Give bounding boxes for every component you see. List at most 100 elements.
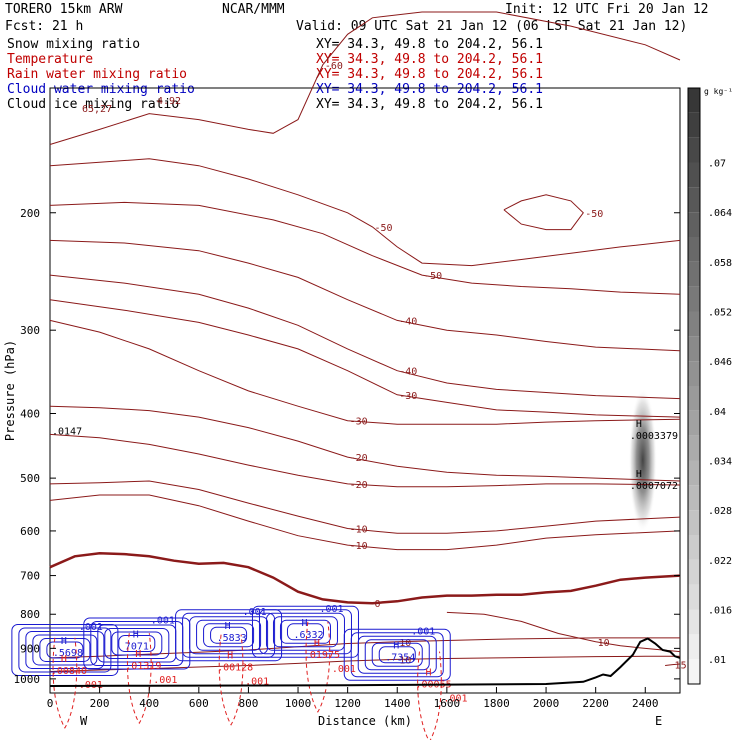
colorbar-segment <box>688 485 700 511</box>
temperature-contour-label: -50 <box>374 223 392 234</box>
x-tick-label: 2000 <box>533 697 560 710</box>
x-tick-label: 1000 <box>285 697 312 710</box>
cloud-water-contour <box>196 619 262 651</box>
x-tick-label: 1400 <box>384 697 411 710</box>
colorbar-segment <box>688 112 700 138</box>
west-label: W <box>80 714 88 728</box>
cloud-water-max-value: 7071 <box>125 641 149 652</box>
colorbar-frame <box>687 87 701 685</box>
temperature-contour <box>49 637 680 659</box>
cloud-water-contour <box>118 634 156 652</box>
cloud-water-contour <box>11 623 119 676</box>
y-tick-label: 900 <box>20 642 40 655</box>
colorbar-segment <box>688 659 700 684</box>
colorbar-segment <box>688 634 700 660</box>
temperature-contour-label: -30 <box>399 391 417 402</box>
colorbar-segment <box>688 286 700 312</box>
cloud-water-contour <box>258 609 352 655</box>
plot-frame <box>49 87 681 694</box>
plot-area: -60 -50 -50 -50 -40 -40 -30 -30 -20 -20 -10 -10 0 10 1… <box>3 11 687 740</box>
temperature-contour-label: -10 <box>350 541 368 552</box>
snow-shading <box>628 388 657 533</box>
field-label: Temperature <box>7 52 93 67</box>
y-tick-label: 300 <box>20 324 40 337</box>
rain-water-max-value: .00128 <box>217 663 253 674</box>
snow-max-value: .0003379 <box>630 431 678 442</box>
rain-water-contour-label: .001 <box>245 677 269 688</box>
colorbar-segment <box>688 559 700 585</box>
left-edge-value: .0147 <box>52 426 82 437</box>
y-tick-label: 500 <box>20 472 40 485</box>
colorbar-segment <box>688 212 700 237</box>
field-label: Cloud water mixing ratio <box>7 82 195 97</box>
colorbar-segment <box>688 435 700 461</box>
field-label: Snow mixing ratio <box>7 37 140 52</box>
cloud-water-max-marker: H <box>393 641 399 652</box>
colorbar-unit: g kg⁻¹ <box>704 87 733 96</box>
cloud-water-contour-label: .001 <box>151 615 175 626</box>
colorbar-segment <box>688 311 700 337</box>
y-tick-label: 1000 <box>14 673 41 686</box>
cloud-water-contour-label: .001 <box>319 604 343 615</box>
y-tick-label: 700 <box>20 570 40 583</box>
cloud-water-contour <box>279 619 331 644</box>
rain-water-max-marker: H <box>227 651 233 662</box>
init-time: Init: 12 UTC Fri 20 Jan 12 <box>505 2 709 17</box>
cloud-water-contour <box>18 627 112 673</box>
y-axis: 200 300 400 500 600 700 800 900 1000 Pressure (hP… <box>3 207 680 686</box>
field-legend: Snow mixing ratio XY= 34.3, 49.8 to 204.2… <box>7 37 543 112</box>
cloud-water-max-marker: H <box>133 629 139 640</box>
cloud-water-max-value: .7354 <box>385 653 415 664</box>
field-xy: XY= 34.3, 49.8 to 204.2, 56.1 <box>316 97 543 112</box>
rain-water-contour-label: .001 <box>443 694 467 705</box>
cloud-water-contour <box>371 642 423 667</box>
colorbar-segment <box>688 237 700 262</box>
temperature-contour-label: 15 <box>675 661 687 672</box>
rain-water-max-value: .01975 <box>304 650 340 661</box>
rain-water-contour-label: .001 <box>332 664 356 675</box>
x-tick-label: 800 <box>238 697 258 710</box>
east-label: E <box>655 714 662 728</box>
temperature-contour-label: 10 <box>598 638 610 649</box>
cloud-water-contour <box>378 646 416 664</box>
rain-water-max-value: .00840 <box>51 666 87 677</box>
colorbar-tick-label: .046 <box>708 357 732 368</box>
temperature-contour <box>49 201 681 295</box>
cloud-water-contours: H.5698.001H7071.001H.5833.001H.6332.001H… <box>11 604 451 681</box>
top-fragment-label: 4.92 <box>157 96 181 107</box>
temperature-contour <box>49 274 681 400</box>
cloud-water-contour <box>25 630 105 669</box>
cloud-water-max-value: .6332 <box>293 630 323 641</box>
terrain-line <box>49 637 681 687</box>
colorbar-segment <box>688 187 700 213</box>
x-tick-label: 1200 <box>334 697 361 710</box>
x-tick-label: 2400 <box>632 697 659 710</box>
temperature-contour <box>49 299 681 418</box>
temperature-contour-label: -10 <box>350 525 368 536</box>
temperature-contour-label: -50 <box>585 209 603 220</box>
rain-water-max-marker: H <box>425 668 431 679</box>
field-xy: XY= 34.3, 49.8 to 204.2, 56.1 <box>316 82 543 97</box>
temperature-contour <box>49 319 681 425</box>
field-xy: XY= 34.3, 49.8 to 204.2, 56.1 <box>316 52 543 67</box>
temperature-contour-label: -30 <box>350 417 368 428</box>
y-axis-label: Pressure (hPa) <box>3 340 17 441</box>
rain-water-max-marker: H <box>135 649 141 660</box>
top-fragment-label: 65,27 <box>82 104 112 115</box>
temperature-contour-label: -50 <box>424 271 442 282</box>
temperature-contour <box>665 663 681 666</box>
colorbar-tick-label: .04 <box>708 407 726 418</box>
rain-water-contour <box>126 633 152 725</box>
rain-water-contour <box>218 634 244 726</box>
temperature-contour-label: 0 <box>374 599 380 610</box>
colorbar-tick-label: .016 <box>708 606 732 617</box>
temperature-contour-label: -20 <box>350 453 368 464</box>
rain-water-max-value: .01319 <box>125 661 161 672</box>
colorbar-tick-label: .022 <box>708 556 732 567</box>
y-tick-label: 800 <box>20 608 40 621</box>
cloud-water-contour <box>46 641 84 659</box>
cloud-water-contour <box>364 639 430 671</box>
colorbar-segment <box>688 137 700 163</box>
cloud-water-contour <box>357 635 437 674</box>
